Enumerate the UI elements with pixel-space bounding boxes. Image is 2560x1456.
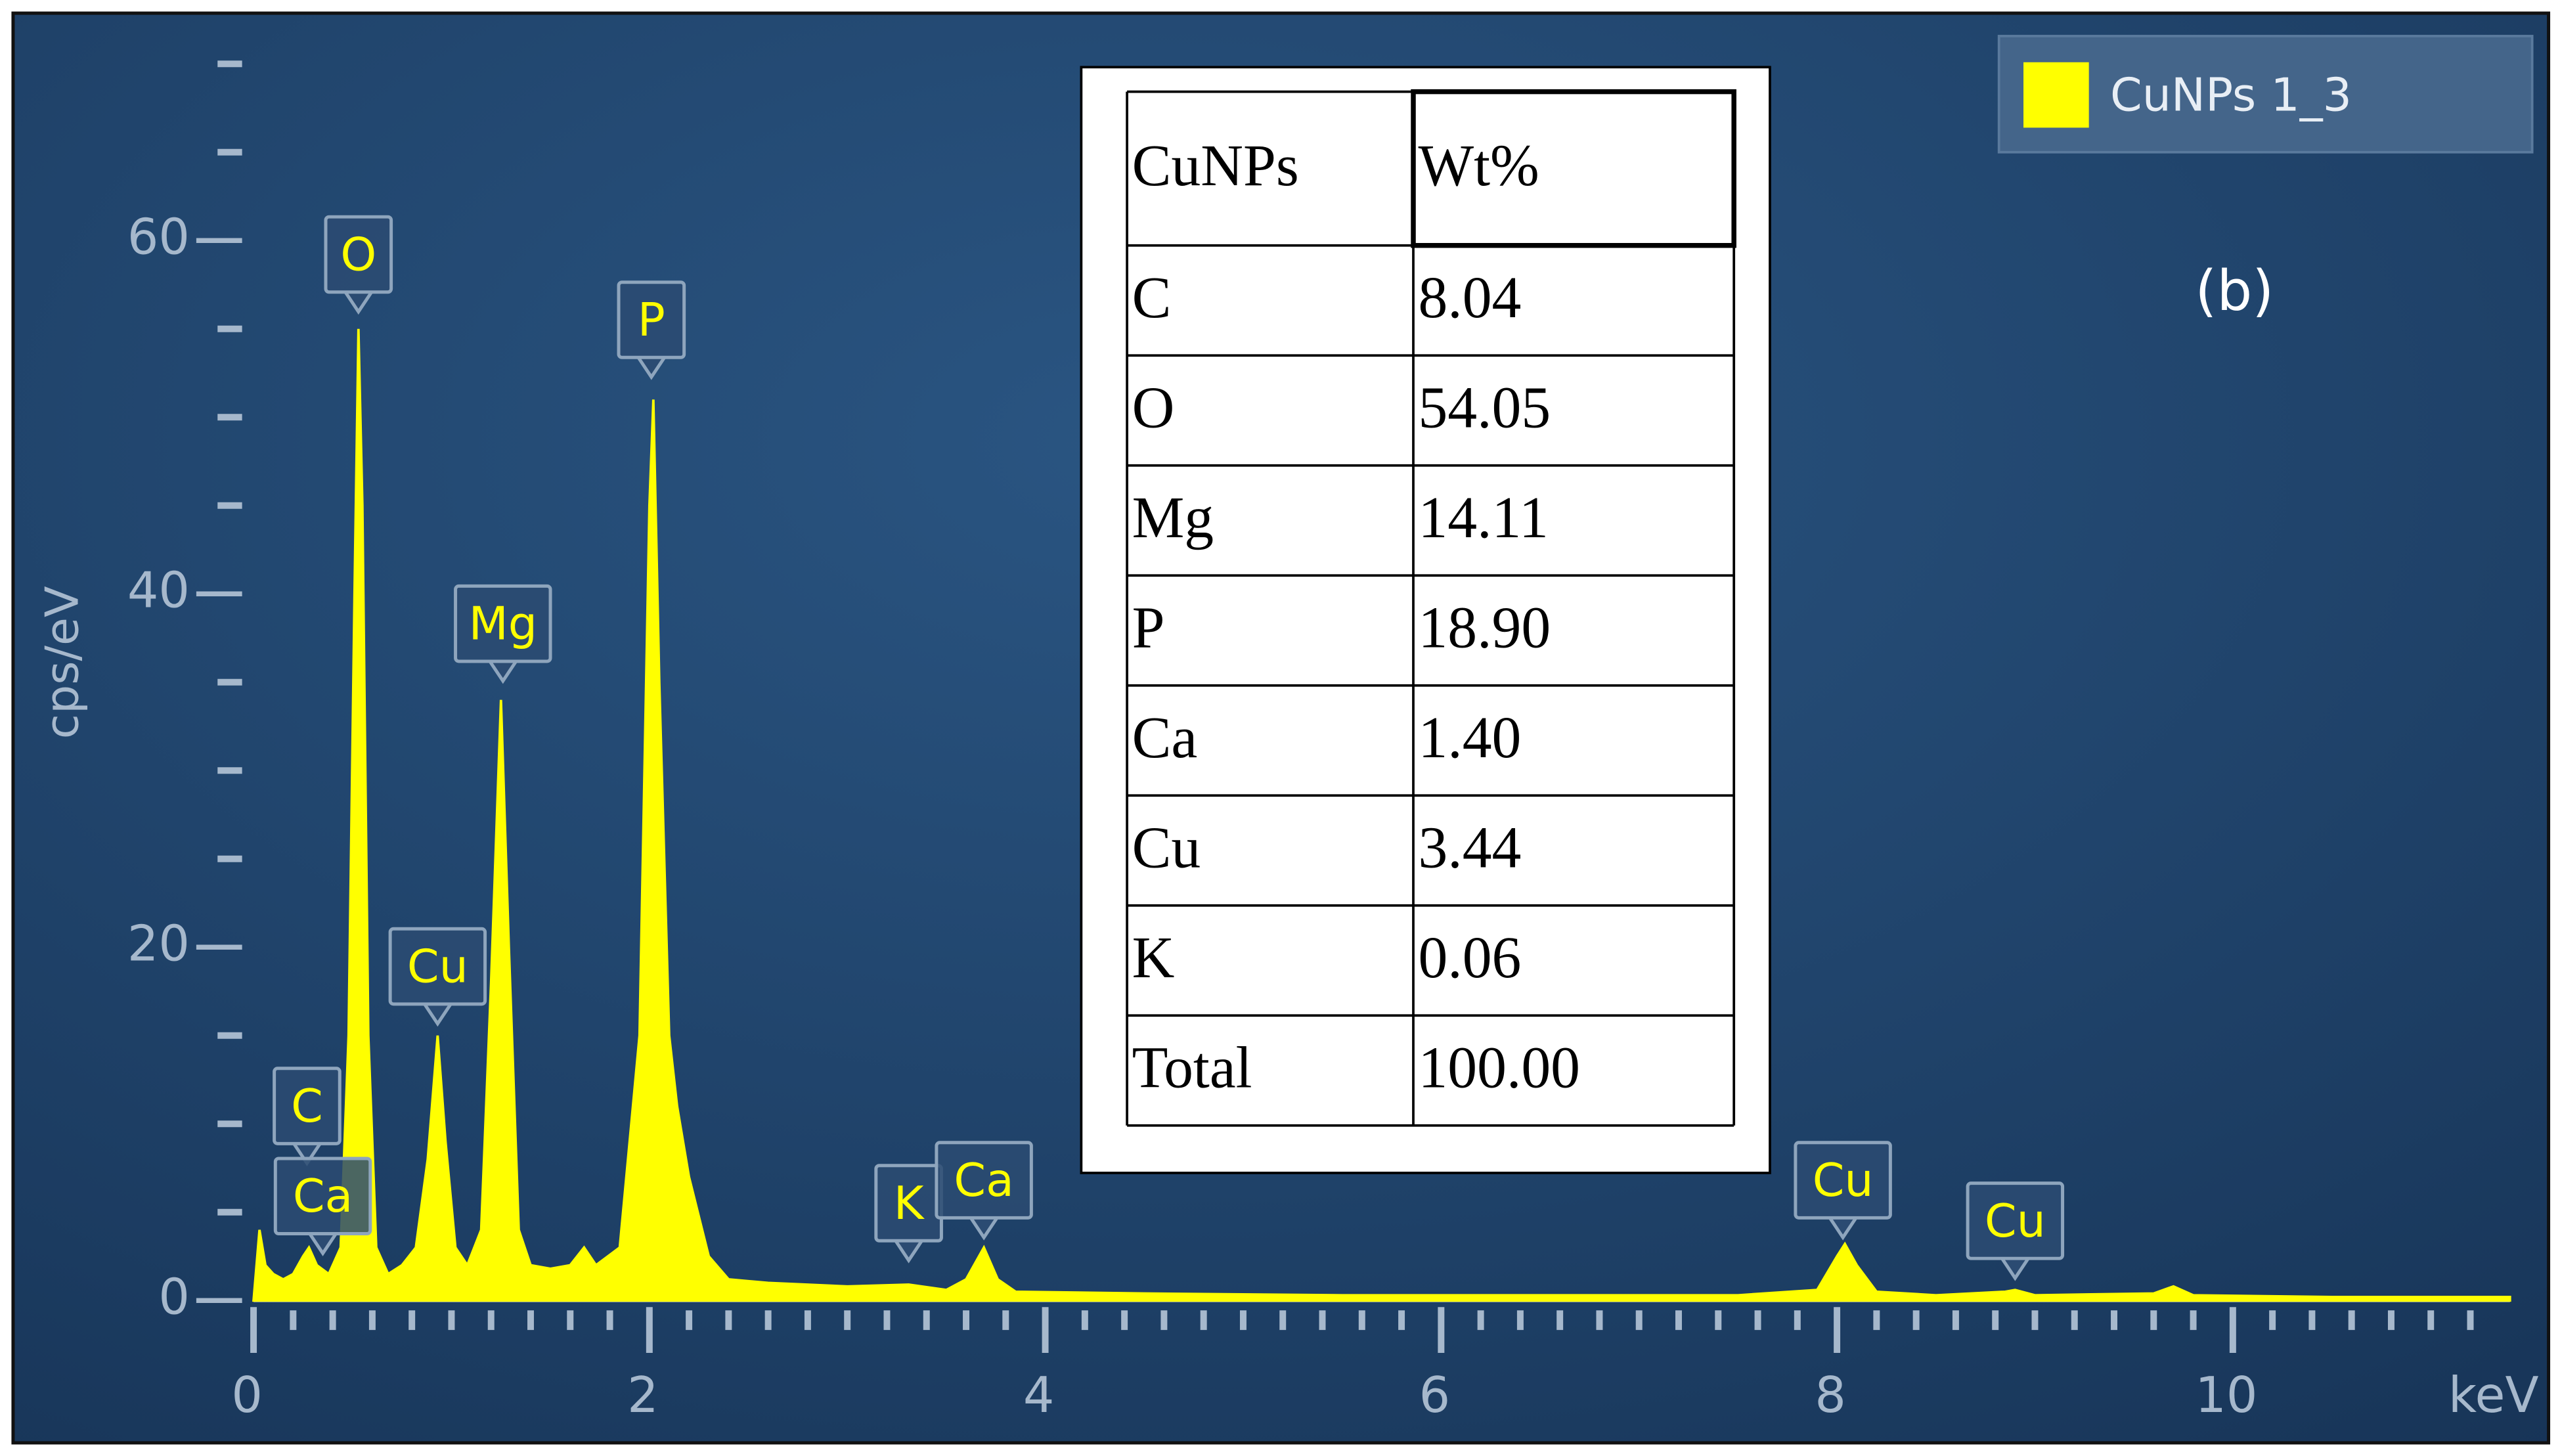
peak-label: Ca: [935, 1141, 1033, 1241]
x-tick-label: 4: [1023, 1367, 1055, 1424]
panel-label: (b): [2195, 258, 2274, 323]
peak-pointer: [969, 1216, 999, 1241]
peak-label: Cu: [388, 927, 487, 1027]
table-cell: 0.06: [1418, 925, 1521, 990]
peak-box: [273, 1157, 372, 1236]
peak-pointer: [1828, 1216, 1858, 1241]
y-axis-label: cps/eV: [36, 586, 89, 739]
x-tick-label: 0: [231, 1367, 263, 1424]
table-cell: P: [1132, 596, 1165, 661]
peak-text: O: [340, 228, 376, 281]
table-cell: C: [1132, 265, 1172, 330]
peak-box: [1966, 1181, 2065, 1260]
table-cell: Mg: [1132, 485, 1214, 550]
plot: 0 20 40 60 0 2 4 6 8 10 C Ca O Cu Mg P K Ca Cu Cu: [127, 60, 2511, 1424]
peak-pointer: [894, 1239, 923, 1264]
peak-text: P: [638, 294, 665, 347]
peak-box: [454, 584, 552, 663]
table-header: CuNPs: [1132, 133, 1299, 198]
table-panel: [1080, 66, 1771, 1174]
table-cell: 100.00: [1418, 1036, 1580, 1101]
y-tick-label: 40: [127, 562, 190, 619]
peak-pointer: [308, 1233, 338, 1256]
peak-text: K: [894, 1177, 925, 1230]
table-cell: Ca: [1132, 705, 1198, 770]
peak-text: C: [291, 1080, 323, 1133]
peak-label: Cu: [1966, 1181, 2065, 1281]
table-header: Wt%: [1418, 133, 1539, 198]
peak-label: Ca: [273, 1157, 372, 1256]
y-tick-label: 0: [158, 1269, 190, 1326]
table-cell: Cu: [1132, 816, 1201, 881]
peak-text: Cu: [1985, 1195, 2046, 1248]
table-cell: O: [1132, 376, 1175, 441]
y-tick-label: 60: [127, 209, 190, 266]
table-cell: 18.90: [1418, 596, 1551, 661]
x-tick-label: 8: [1815, 1367, 1846, 1424]
peak-label: K: [874, 1164, 943, 1264]
peak-label: C: [273, 1067, 342, 1166]
peak-pointer: [636, 356, 666, 380]
table: CuNPs Wt% C 8.04 O 54.05 Mg 14.11 P 18.90 Ca 1.40 Cu…: [1080, 66, 1771, 1174]
peak-box: [273, 1067, 342, 1145]
x-tick-label: 10: [2195, 1367, 2257, 1424]
table-cell: 14.11: [1418, 485, 1548, 550]
x-axis-label: keV: [2448, 1367, 2539, 1424]
peak-text: Ca: [954, 1154, 1013, 1207]
peak-label: Mg: [454, 584, 552, 684]
legend: CuNPs 1_3: [1997, 35, 2534, 154]
peak-label: Cu: [1794, 1141, 1892, 1241]
peak-box: [1794, 1141, 1892, 1220]
legend-label: CuNPs 1_3: [2110, 69, 2352, 122]
peak-text: Ca: [293, 1170, 353, 1223]
peak-pointer: [488, 660, 518, 684]
peak-pointer: [423, 1003, 452, 1027]
peak-label: O: [324, 215, 393, 315]
x-tick-label: 6: [1419, 1367, 1451, 1424]
table-cell: 3.44: [1418, 816, 1521, 881]
peak-box: [324, 215, 393, 294]
peak-text: Cu: [1813, 1154, 1874, 1207]
peak-text: Mg: [469, 598, 537, 651]
peak-box: [617, 280, 686, 359]
table-cell: 54.05: [1418, 376, 1551, 441]
y-tick-label: 20: [127, 916, 190, 973]
peak-box: [388, 927, 487, 1006]
peak-pointer: [343, 291, 373, 315]
table-cell: 8.04: [1418, 265, 1521, 330]
table-cell: 1.40: [1418, 705, 1521, 770]
table-cell: Total: [1132, 1036, 1252, 1101]
peak-label: P: [617, 280, 686, 380]
peak-pointer: [2000, 1257, 2030, 1281]
peak-text: Cu: [407, 940, 468, 994]
peak-box: [935, 1141, 1033, 1220]
table-header-box: [1411, 89, 1736, 248]
x-tick-label: 2: [627, 1367, 659, 1424]
legend-swatch: [2023, 62, 2089, 128]
spectrum-area: [252, 328, 2511, 1302]
table-cell: K: [1132, 925, 1175, 990]
